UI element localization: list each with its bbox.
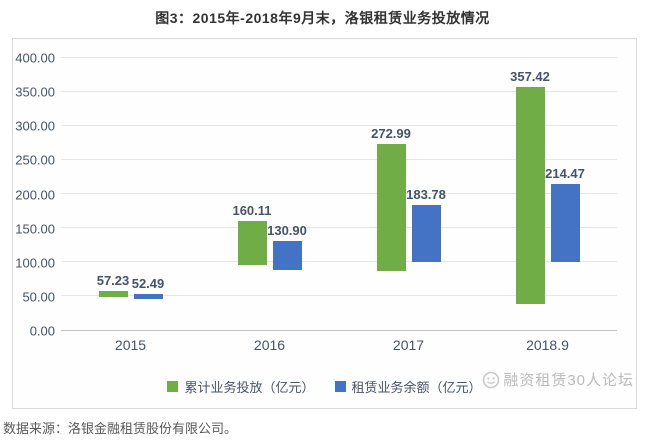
legend-item: 租赁业务余额（亿元） — [334, 377, 482, 396]
bar-value-label: 272.99 — [371, 126, 411, 142]
y-tick-label: 250.00 — [15, 152, 55, 168]
bar-group-2017: 272.99 183.78 — [339, 58, 478, 330]
bar-累计业务投放（亿元）-2018.9 — [515, 86, 545, 305]
x-tick-label-2015: 2015 — [114, 337, 147, 353]
legend-swatch-icon — [167, 381, 179, 392]
bar-租赁业务余额（亿元）-2016 — [272, 241, 302, 271]
y-tick-label: 200.00 — [15, 187, 55, 202]
bar-累计业务投放（亿元）-2017 — [376, 144, 406, 272]
bar-wrap: 57.23 — [97, 273, 129, 330]
chart-frame: 400.00 350.00 300.00 250.00 200.00 150.00 100.… — [12, 38, 637, 409]
bar-value-label: 57.23 — [96, 273, 130, 289]
gridline — [61, 57, 617, 58]
bar-wrap: 160.11 — [232, 203, 272, 330]
bar-wrap: 183.78 — [406, 187, 446, 330]
x-tick-label-2018.9: 2018.9 — [526, 337, 569, 353]
gridline — [61, 261, 617, 262]
bar-租赁业务余额（亿元）-2018.9 — [550, 184, 580, 263]
gridline — [61, 91, 617, 92]
watermark-text: 融资租赁30人论坛 — [503, 372, 634, 389]
bar-group-2018.9: 357.42 214.47 — [478, 58, 617, 330]
gridline — [61, 159, 617, 160]
gridline — [61, 125, 617, 126]
bar-wrap: 130.90 — [267, 223, 307, 330]
bar-wrap: 52.49 — [132, 276, 164, 330]
bar-value-label: 130.90 — [267, 223, 307, 238]
bar-value-label: 52.49 — [131, 276, 165, 292]
bar-group-2016: 160.11 130.90 — [200, 58, 339, 330]
bar-groups: 57.23 52.49 160.11 130.90 272.99 183.78 357.42… — [61, 58, 617, 330]
gridline — [61, 193, 617, 194]
bar-租赁业务余额（亿元）-2015 — [133, 294, 163, 299]
legend-swatch-icon — [334, 381, 346, 392]
bar-累计业务投放（亿元）-2015 — [98, 291, 128, 297]
y-tick-label: 50.00 — [22, 289, 55, 305]
bar-wrap: 357.42 — [510, 69, 550, 330]
y-tick-label: 300.00 — [15, 118, 55, 134]
y-tick-label: 350.00 — [15, 84, 55, 100]
y-tick-label: 150.00 — [15, 221, 55, 237]
y-tick-label: 0.00 — [29, 323, 55, 339]
y-tick-label: 100.00 — [15, 255, 55, 271]
bar-group-2015: 57.23 52.49 — [61, 58, 200, 330]
legend-label: 累计业务投放（亿元） — [184, 380, 315, 395]
bar-wrap: 272.99 — [371, 126, 411, 330]
y-tick-label: 400.00 — [15, 50, 55, 66]
gridline — [61, 295, 617, 296]
watermark-logo-icon — [483, 371, 500, 388]
bar-value-label: 160.11 — [232, 203, 272, 219]
bar-租赁业务余额（亿元）-2017 — [411, 205, 441, 263]
bar-value-label: 214.47 — [545, 166, 585, 182]
chart-title: 图3：2015年-2018年9月末，洛银租赁业务投放情况 — [155, 10, 490, 26]
x-tick-label-2016: 2016 — [253, 337, 286, 353]
watermark: 融资租赁30人论坛 — [482, 369, 634, 390]
bar-wrap: 214.47 — [545, 166, 585, 330]
bar-value-label: 183.78 — [406, 187, 446, 203]
y-axis: 400.00 350.00 300.00 250.00 200.00 150.00 100.… — [13, 51, 55, 339]
bar-value-label: 357.42 — [510, 68, 550, 84]
plot-area: 57.23 52.49 160.11 130.90 272.99 183.78 357.42… — [61, 57, 617, 331]
bar-累计业务投放（亿元）-2016 — [237, 221, 267, 265]
legend: 累计业务投放（亿元） 租赁业务余额（亿元） — [13, 377, 636, 396]
source-note: 数据来源：洛银金融租赁股份有限公司。 — [3, 421, 238, 436]
x-axis: 2015 2016 2017 2018.9 — [61, 337, 617, 353]
x-tick-label-2017: 2017 — [392, 337, 425, 353]
legend-label: 租赁业务余额（亿元） — [351, 380, 482, 395]
gridline — [61, 227, 617, 228]
legend-item: 累计业务投放（亿元） — [167, 377, 315, 396]
